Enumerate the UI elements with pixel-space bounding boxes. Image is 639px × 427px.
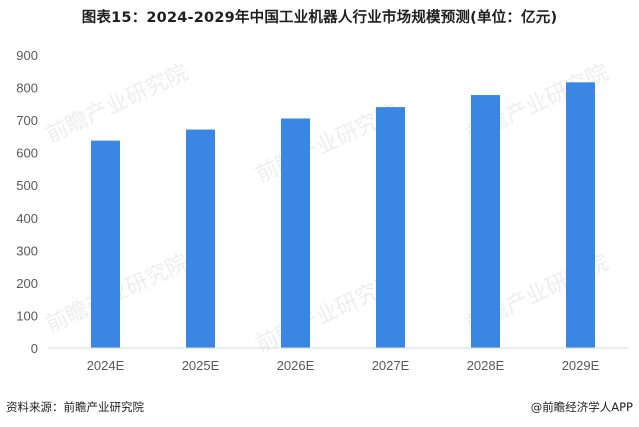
- bar: [91, 140, 120, 348]
- x-tick-label: 2028E: [467, 358, 505, 373]
- x-axis: 2024E 2025E 2026E 2027E 2028E 2029E: [87, 358, 600, 373]
- y-axis: 0 100 200 300 400 500 600 700 800 900: [16, 48, 38, 356]
- brand-note: @前瞻经济学人APP: [530, 400, 633, 414]
- y-tick-label: 300: [16, 243, 38, 258]
- y-tick-label: 600: [16, 146, 38, 161]
- watermark-layer: 前瞻产业研究院前瞻产业研究院前瞻产业研究院前瞻产业研究院前瞻产业研究院前瞻产业研…: [42, 60, 612, 358]
- bar: [281, 118, 310, 348]
- chart-title: 图表15：2024-2029年中国工业机器人行业市场规模预测(单位：亿元): [81, 10, 558, 26]
- bar: [566, 82, 595, 348]
- y-tick-label: 700: [16, 113, 38, 128]
- x-tick-label: 2029E: [562, 358, 600, 373]
- y-tick-label: 0: [31, 341, 38, 356]
- bar: [376, 107, 405, 348]
- x-tick-label: 2026E: [277, 358, 315, 373]
- y-tick-label: 200: [16, 276, 38, 291]
- source-note: 资料来源：前瞻产业研究院: [6, 400, 144, 414]
- x-tick-label: 2024E: [87, 358, 125, 373]
- y-tick-label: 500: [16, 178, 38, 193]
- x-tick-label: 2025E: [182, 358, 220, 373]
- watermark-text: 前瞻产业研究院: [42, 60, 192, 148]
- bar: [471, 95, 500, 348]
- bars: [91, 82, 595, 348]
- y-tick-label: 900: [16, 48, 38, 63]
- y-tick-label: 400: [16, 211, 38, 226]
- x-tick-label: 2027E: [372, 358, 410, 373]
- y-tick-label: 100: [16, 308, 38, 323]
- y-tick-label: 800: [16, 81, 38, 96]
- bar: [186, 129, 215, 348]
